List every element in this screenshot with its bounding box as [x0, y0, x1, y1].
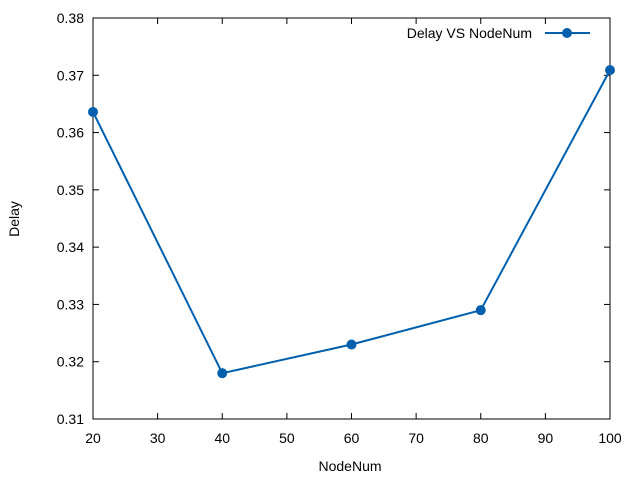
data-point: [217, 368, 228, 379]
y-tick-label: 0.35: [57, 182, 84, 198]
y-tick-label: 0.37: [57, 67, 84, 83]
y-axis: 0.31 0.32 0.33 0.34 0.35 0.36 0.37 0.38: [57, 10, 610, 427]
series-layer: [88, 65, 615, 379]
x-tick-label: 60: [344, 430, 360, 446]
data-point: [88, 106, 98, 117]
data-point: [605, 65, 615, 76]
y-tick-label: 0.36: [57, 125, 84, 141]
y-tick-label: 0.38: [57, 10, 84, 26]
x-tick-label: 50: [279, 430, 295, 446]
x-tick-label: 70: [408, 430, 424, 446]
y-tick-label: 0.34: [57, 239, 84, 255]
data-point: [475, 305, 486, 316]
y-tick-label: 0.31: [57, 411, 84, 427]
x-tick-label: 20: [85, 430, 101, 446]
x-axis-label: NodeNum: [318, 458, 381, 474]
x-tick-label: 90: [538, 430, 554, 446]
x-tick-label: 40: [214, 430, 230, 446]
legend: Delay VS NodeNum: [407, 25, 590, 41]
legend-label: Delay VS NodeNum: [407, 25, 532, 41]
y-tick-label: 0.33: [57, 296, 84, 312]
series-line: [92, 69, 611, 375]
y-tick-label: 0.32: [57, 354, 84, 370]
x-axis: 20 30 40 50 60 70 80 90 100: [85, 18, 622, 446]
data-point: [346, 339, 357, 350]
x-tick-label: 100: [598, 430, 622, 446]
x-tick-label: 30: [150, 430, 166, 446]
x-tick-label: 80: [473, 430, 489, 446]
y-axis-label: Delay: [6, 201, 22, 237]
legend-marker-swatch: [562, 28, 572, 38]
plot-frame: [92, 17, 611, 420]
